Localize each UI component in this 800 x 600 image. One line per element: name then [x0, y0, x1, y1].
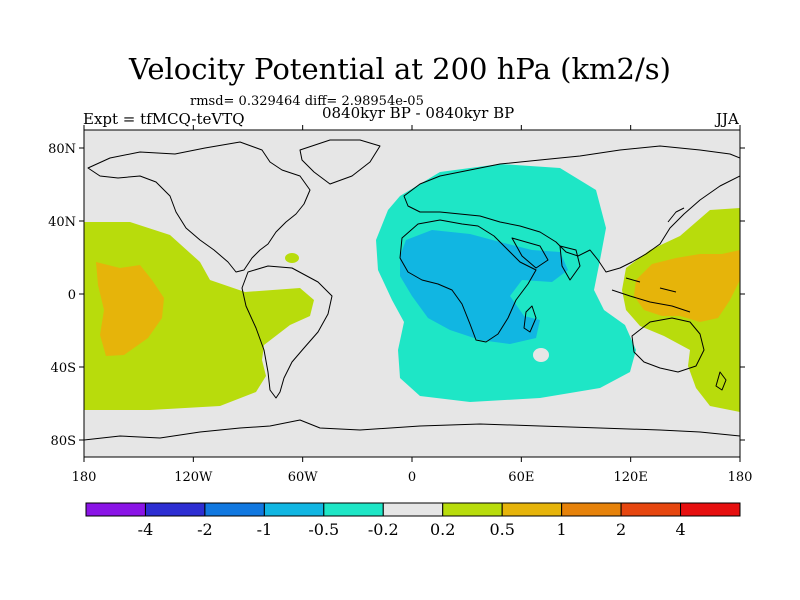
coast-antarctica [84, 419, 740, 441]
coast-eurasia [403, 145, 740, 273]
colorbar-swatch [442, 502, 503, 517]
coast-greenland [299, 139, 381, 185]
colorbar-label: 1 [557, 520, 567, 539]
coast-maritime-continent [611, 277, 691, 313]
colorbar-swatch [144, 502, 206, 517]
coast-south-america [241, 265, 333, 399]
lat-tick-label: 80S [51, 434, 76, 449]
lat-tick-label: 40S [51, 361, 76, 376]
colorbar-swatch [263, 502, 325, 517]
lon-tick-label: 60W [288, 470, 319, 485]
coast-japan [667, 207, 685, 223]
lon-tick-label: 0 [408, 470, 416, 485]
lat-tick-label: 0 [68, 288, 76, 303]
coast-new-zealand [715, 371, 727, 391]
colorbar-label: -0.5 [308, 520, 339, 539]
colorbar-label: -2 [197, 520, 213, 539]
latitude-axis: 80N 40N 0 40S 80S [48, 142, 745, 449]
colorbar-label: -4 [138, 520, 154, 539]
colorbar-swatch [620, 502, 682, 517]
lon-tick-label: 120E [614, 470, 648, 485]
stats-line: rmsd= 0.329464 diff= 2.98954e-05 [190, 94, 424, 109]
colorbar-label: 0.5 [489, 520, 514, 539]
season-label: JJA [716, 110, 739, 128]
lon-tick-label: 120W [174, 470, 213, 485]
contour-caribbean-patch [285, 253, 299, 263]
coast-madagascar [523, 305, 537, 333]
coast-africa [399, 219, 537, 343]
contour-africa-moderate-negative [400, 230, 568, 344]
contour-east-pacific-strong [96, 262, 164, 356]
colorbar-label: -1 [257, 520, 273, 539]
experiment-label: Expt = tfMCQ-teVTQ [83, 110, 245, 128]
colorbar-label: 2 [616, 520, 626, 539]
coast-north-america [87, 141, 311, 273]
lon-tick-label: 180 [728, 470, 753, 485]
period-label: 0840kyr BP - 0840kyr BP [322, 104, 515, 122]
coastlines [84, 139, 740, 441]
colorbar-swatch [501, 502, 563, 517]
colorbar-swatch [85, 502, 146, 517]
contour-indian-ocean-hole [533, 348, 549, 362]
coast-australia [631, 317, 705, 373]
colorbar-swatch [680, 502, 741, 517]
colorbar-swatch [561, 502, 622, 517]
colorbar-label: 4 [675, 520, 685, 539]
lon-tick-label: 60E [508, 470, 534, 485]
longitude-axis: 180 120W 60W 0 60E 120E 180 [72, 125, 753, 485]
plot-title: Velocity Potential at 200 hPa (km2/s) [129, 52, 671, 86]
colorbar-swatch [204, 502, 265, 517]
colorbar-swatch [323, 502, 384, 517]
colorbar-swatch [382, 502, 444, 517]
lat-tick-label: 80N [48, 142, 76, 157]
colorbar-label: 0.2 [430, 520, 455, 539]
colorbar: -4 -2 -1 -0.5 -0.2 0.2 0.5 1 2 4 [85, 502, 741, 539]
lat-tick-label: 40N [48, 215, 76, 230]
coast-arabia-india [511, 237, 581, 281]
lon-tick-label: 180 [72, 470, 97, 485]
colorbar-label: -0.2 [368, 520, 399, 539]
